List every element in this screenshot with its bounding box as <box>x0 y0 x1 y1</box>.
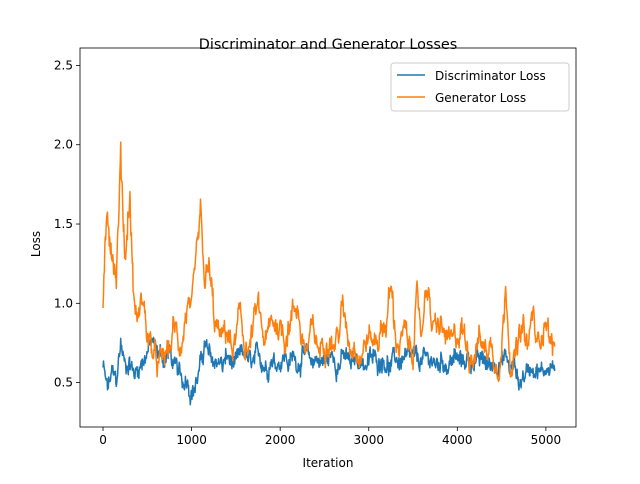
plot-area <box>102 141 556 406</box>
y-tick-label: 1.0 <box>54 296 73 310</box>
series-line-generator <box>102 141 556 383</box>
y-tick-label: 0.5 <box>54 376 73 390</box>
y-tick-label: 2.5 <box>54 58 73 72</box>
x-tick-label: 0 <box>99 433 107 447</box>
legend: Discriminator Loss Generator Loss <box>390 62 570 112</box>
x-tick-label: 5000 <box>531 433 562 447</box>
x-axis: 0 1000 2000 3000 4000 5000 <box>99 427 561 447</box>
chart-title: Discriminator and Generator Losses <box>199 37 458 53</box>
x-tick-label: 1000 <box>176 433 207 447</box>
y-axis-label: Loss <box>29 231 43 257</box>
y-axis: 0.5 1.0 1.5 2.0 2.5 <box>54 58 80 390</box>
legend-box <box>390 62 570 112</box>
x-axis-label: Iteration <box>303 456 354 470</box>
x-tick-label: 3000 <box>353 433 384 447</box>
x-tick-label: 2000 <box>265 433 296 447</box>
y-tick-label: 2.0 <box>54 138 73 152</box>
axes-frame <box>79 47 577 428</box>
x-tick-label: 4000 <box>442 433 473 447</box>
legend-label-discriminator: Discriminator Loss <box>435 69 546 83</box>
y-tick-label: 1.5 <box>54 217 73 231</box>
legend-label-generator: Generator Loss <box>435 91 526 105</box>
